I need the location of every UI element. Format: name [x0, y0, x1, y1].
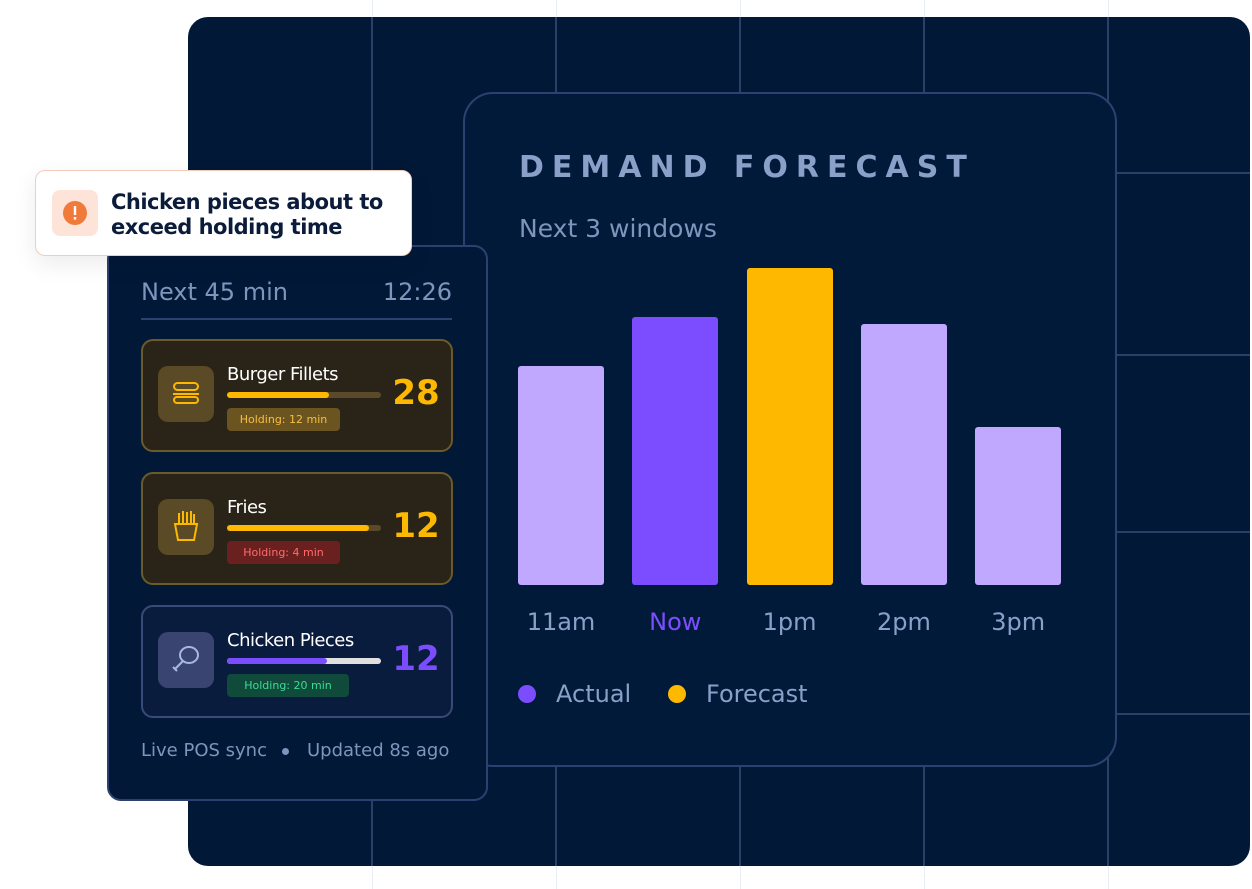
footer-dot — [282, 748, 289, 755]
x-tick-label: 1pm — [762, 608, 817, 636]
bar — [860, 324, 947, 585]
legend-label: Forecast — [706, 680, 808, 708]
progress-fill — [227, 392, 329, 398]
icon — [173, 511, 199, 541]
chart-title: DEMAND FORECAST — [519, 150, 975, 185]
holding-badge: Holding: 4 min — [227, 541, 340, 564]
panel-title: Next 45 min — [141, 278, 288, 306]
progress-fill — [227, 658, 328, 664]
alert-text: Chicken pieces about to exceed holding t… — [111, 190, 383, 239]
chart-subtitle: Next 3 windows — [519, 214, 717, 243]
bar — [746, 268, 833, 585]
holding-badge: Holding: 12 min — [227, 408, 340, 431]
item-name: Burger Fillets — [227, 364, 339, 385]
item-value: 12 — [392, 639, 440, 679]
item-value: 12 — [392, 506, 440, 546]
item-icon — [158, 366, 214, 422]
icon — [172, 646, 199, 672]
x-tick-label: 3pm — [991, 608, 1046, 636]
item-value: 28 — [392, 373, 440, 413]
item-name: Fries — [227, 497, 267, 518]
legend-dot — [668, 685, 686, 703]
progress-fill — [227, 525, 369, 531]
panel-time: 12:26 — [382, 278, 452, 306]
item-icon — [158, 632, 214, 688]
icon — [173, 382, 199, 404]
item-name: Chicken Pieces — [227, 630, 354, 651]
alert-icon — [52, 190, 98, 236]
x-tick-label: Now — [649, 608, 702, 636]
footer-updated: Updated 8s ago — [307, 740, 450, 761]
x-tick-label: 2pm — [876, 608, 931, 636]
bar — [632, 317, 719, 585]
bar — [975, 427, 1062, 585]
legend-label: Actual — [556, 680, 632, 708]
divider — [141, 318, 452, 320]
item-icon — [158, 499, 214, 555]
bar — [518, 366, 604, 585]
x-tick-label: 11am — [526, 608, 596, 636]
legend-dot — [518, 685, 536, 703]
holding-badge: Holding: 20 min — [227, 674, 349, 697]
footer-sync: Live POS sync — [141, 740, 267, 761]
